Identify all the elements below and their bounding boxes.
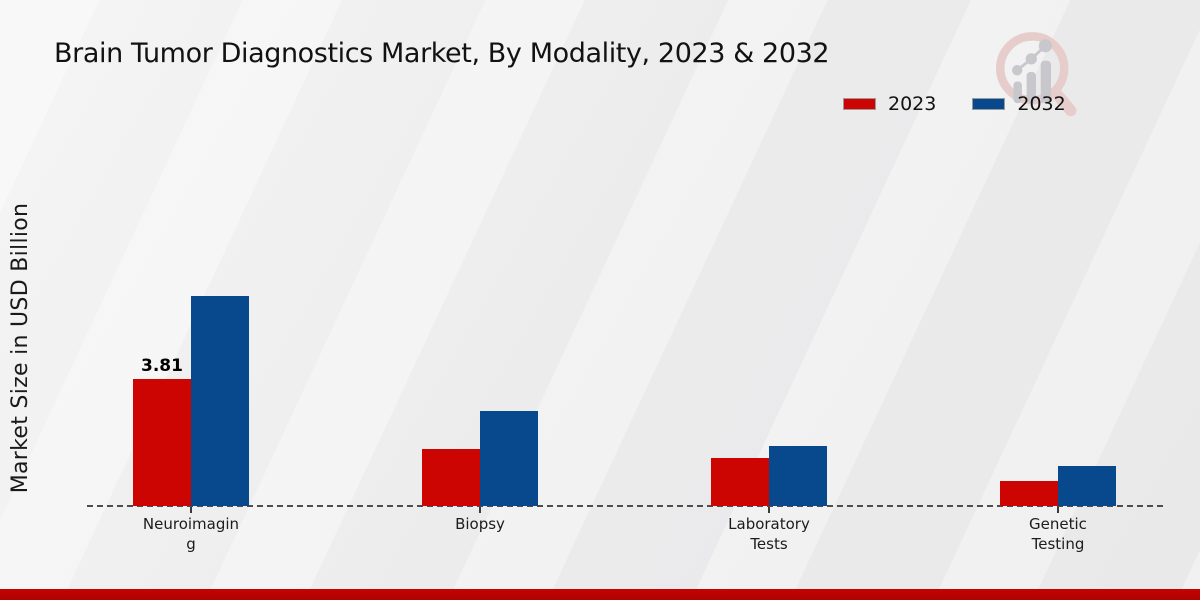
- bar-2032-laboratory-tests: [769, 446, 827, 506]
- category-label-genetic-testing: Genetic Testing: [1029, 515, 1087, 554]
- legend-label-2032: 2032: [1017, 93, 1066, 115]
- x-axis-baseline: [87, 505, 1163, 507]
- category-label-neuroimaging: Neuroimagin g: [142, 515, 240, 554]
- axis-tick-neuroimaging: [190, 507, 192, 513]
- legend: 2023 2032: [843, 93, 1066, 115]
- bar-2023-neuroimaging: [133, 379, 191, 506]
- legend-swatch-2032: [972, 98, 1006, 110]
- legend-label-2023: 2023: [888, 93, 937, 115]
- legend-item-2032: 2032: [972, 93, 1066, 115]
- legend-item-2023: 2023: [843, 93, 936, 115]
- data-label-2023-neuroimaging: 3.81: [141, 356, 183, 376]
- bar-2023-biopsy: [422, 449, 480, 506]
- bar-2023-genetic-testing: [1000, 481, 1058, 506]
- category-label-laboratory-tests: Laboratory Tests: [728, 515, 810, 554]
- chart-title: Brain Tumor Diagnostics Market, By Modal…: [54, 38, 830, 69]
- magnifier-growth-chart-logo-icon: [996, 32, 1077, 117]
- axis-tick-genetic-testing: [1057, 507, 1059, 513]
- legend-swatch-2023: [843, 98, 876, 110]
- bar-2032-genetic-testing: [1058, 466, 1116, 506]
- y-axis-label: Market Size in USD Billion: [8, 202, 33, 494]
- footer-accent-band: [0, 589, 1200, 600]
- bar-2023-laboratory-tests: [711, 458, 769, 506]
- bar-2032-biopsy: [480, 411, 538, 506]
- axis-tick-laboratory-tests: [768, 507, 770, 513]
- bar-2032-neuroimaging: [191, 296, 249, 506]
- category-label-biopsy: Biopsy: [455, 515, 505, 533]
- axis-tick-biopsy: [479, 507, 481, 513]
